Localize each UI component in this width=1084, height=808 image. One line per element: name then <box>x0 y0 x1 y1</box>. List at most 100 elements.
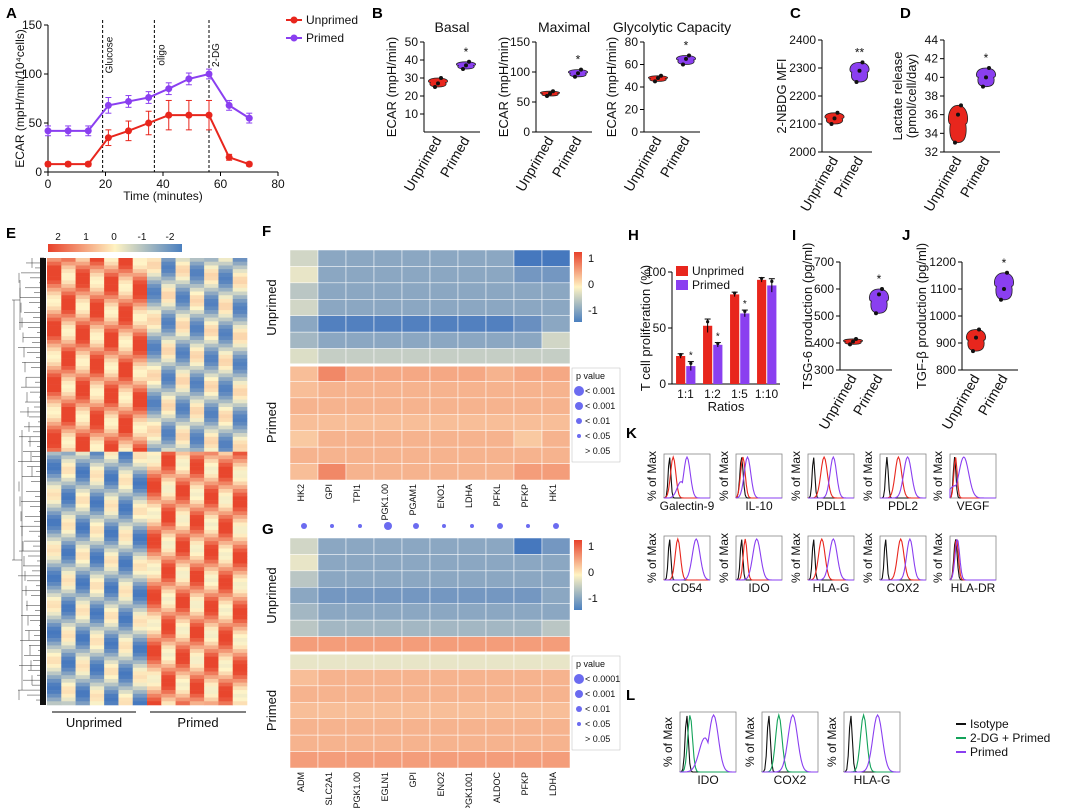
y-tick-label: 50 <box>405 35 419 49</box>
heatmap-cell <box>161 328 176 333</box>
heatmap-cell <box>75 529 91 534</box>
heatmap-cell <box>161 384 176 389</box>
heatmap-cell <box>147 585 162 590</box>
heatmap-cell <box>161 280 176 285</box>
heatmap-cell <box>189 466 205 471</box>
heatmap-cell <box>189 317 205 322</box>
heatmap-cell <box>232 328 248 333</box>
heatmap-cell <box>89 537 105 542</box>
heatmap-cell <box>118 611 134 616</box>
heatmap-cell <box>104 325 119 330</box>
heatmap-cell <box>218 336 234 341</box>
heatmap-cell <box>232 556 248 561</box>
heatmap-cell <box>513 348 543 366</box>
heatmap-cell <box>89 515 105 520</box>
heatmap-cell <box>104 380 119 385</box>
heatmap-cell <box>204 697 219 702</box>
heatmap-cell <box>89 559 105 564</box>
heatmap-cell <box>89 291 105 296</box>
pvalue-legend-dot <box>574 386 584 396</box>
y-tick-label: 2300 <box>789 61 816 75</box>
heatmap-cell <box>89 574 105 579</box>
histogram-marker-label: COX2 <box>774 773 807 787</box>
heatmap-cell <box>232 585 248 590</box>
heatmap-cell <box>485 537 515 555</box>
heatmap-cell <box>189 570 205 575</box>
heatmap-cell <box>132 637 148 642</box>
heatmap-cell <box>218 690 234 695</box>
heatmap-cell <box>47 503 62 508</box>
heatmap-cell <box>189 414 205 419</box>
heatmap-cell <box>232 518 248 523</box>
heatmap-cell <box>161 276 176 281</box>
heatmap-cell <box>317 587 347 604</box>
heatmap-cell <box>75 544 91 549</box>
heatmap-cell <box>132 559 148 564</box>
heatmap-cell <box>204 418 219 423</box>
heatmap-cell <box>47 362 62 367</box>
heatmap-cell <box>218 641 234 646</box>
heatmap-cell <box>104 310 119 315</box>
heatmap-cell <box>289 446 319 464</box>
heatmap-cell <box>189 287 205 292</box>
significance-mark: * <box>689 351 693 362</box>
heatmap-cell <box>204 563 219 568</box>
heatmap-cell <box>89 377 105 382</box>
violin-point <box>854 336 858 341</box>
heatmap-cell <box>89 693 105 698</box>
heatmap-cell <box>47 548 62 553</box>
heatmap-cell <box>218 496 234 501</box>
heatmap-cell <box>218 339 234 344</box>
heatmap-cell <box>175 645 191 650</box>
heatmap-cell <box>47 481 62 486</box>
heatmap-cell <box>289 603 319 621</box>
heatmap-cell <box>289 282 319 300</box>
heatmap-cell <box>373 587 403 604</box>
heatmap-cell <box>47 399 62 404</box>
heatmap-cell <box>161 481 176 486</box>
heatmap-cell <box>218 600 234 605</box>
heatmap-cell <box>132 649 148 654</box>
heatmap-cell <box>175 526 191 531</box>
histogram-y-label: % of Max <box>931 533 945 583</box>
heatmap-cell <box>161 284 176 289</box>
violin-point <box>977 327 981 332</box>
heatmap-cell <box>61 485 76 490</box>
heatmap-cell <box>161 496 176 501</box>
heatmap-cell <box>345 299 375 316</box>
heatmap-cell <box>513 619 543 637</box>
heatmap-cell <box>61 410 76 415</box>
heatmap-cell <box>104 459 119 464</box>
heatmap-cell <box>289 463 319 481</box>
heatmap-cell <box>218 343 234 348</box>
heatmap-cell <box>89 585 105 590</box>
heatmap-cell <box>204 678 219 683</box>
heatmap-cell <box>132 634 148 639</box>
violin-point <box>848 342 852 347</box>
heatmap-cell <box>161 619 176 624</box>
histogram-curve <box>949 456 996 499</box>
heatmap-cell <box>61 298 76 303</box>
heatmap-cell <box>75 317 91 322</box>
heatmap-cell <box>175 470 191 475</box>
heatmap-cell <box>61 336 76 341</box>
heatmap-cell <box>289 364 319 382</box>
heatmap-cell <box>61 660 76 665</box>
heatmap-cell <box>457 554 487 572</box>
heatmap-cell <box>485 364 515 382</box>
heatmap-cell <box>118 455 134 460</box>
plot-title: Glycolytic Capacity <box>613 19 731 35</box>
heatmap-cell <box>47 697 62 702</box>
heatmap-cell <box>47 630 62 635</box>
heatmap-cell <box>161 306 176 311</box>
heatmap-cell <box>47 567 62 572</box>
histogram-y-label: % of Max <box>645 451 659 501</box>
pvalue-legend-label: > 0.05 <box>585 734 610 744</box>
heatmap-cell <box>513 685 543 703</box>
heatmap-cell <box>204 433 219 438</box>
heatmap-cell <box>204 675 219 680</box>
heatmap-cell <box>61 630 76 635</box>
heatmap-cell <box>373 734 403 752</box>
pvalue-dot <box>497 523 503 529</box>
